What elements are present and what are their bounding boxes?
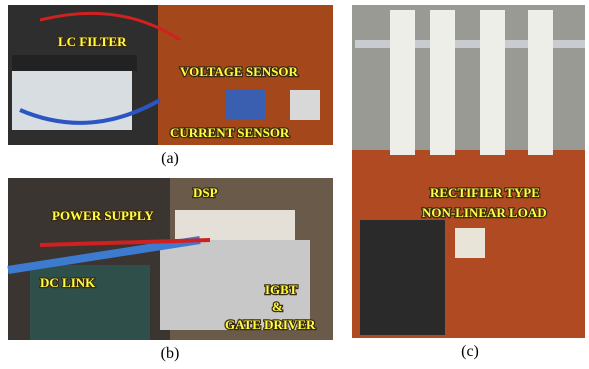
figure: (a) LC FILTER VOLTAGE SENSOR CURRENT SENSOR… xyxy=(0,0,589,369)
component-label: DC LINK xyxy=(40,275,96,290)
component-label: CURRENT SENSOR xyxy=(170,125,290,140)
component-label: GATE DRIVER xyxy=(225,317,316,332)
component-label: LC FILTER xyxy=(58,34,127,49)
panel-caption: (c) xyxy=(461,343,479,360)
component-label: DSP xyxy=(193,185,218,200)
panel-caption: (a) xyxy=(161,150,179,167)
component-label: & xyxy=(272,299,283,314)
component-label: VOLTAGE SENSOR xyxy=(180,64,298,79)
component-label: POWER SUPPLY xyxy=(52,208,154,223)
photo-c xyxy=(352,5,585,338)
panel-caption: (b) xyxy=(161,345,180,362)
component-label: IGBT xyxy=(265,282,298,297)
photo-b xyxy=(8,178,333,340)
component-label: RECTIFIER TYPE xyxy=(430,185,540,200)
component-label: NON-LINEAR LOAD xyxy=(422,205,547,220)
